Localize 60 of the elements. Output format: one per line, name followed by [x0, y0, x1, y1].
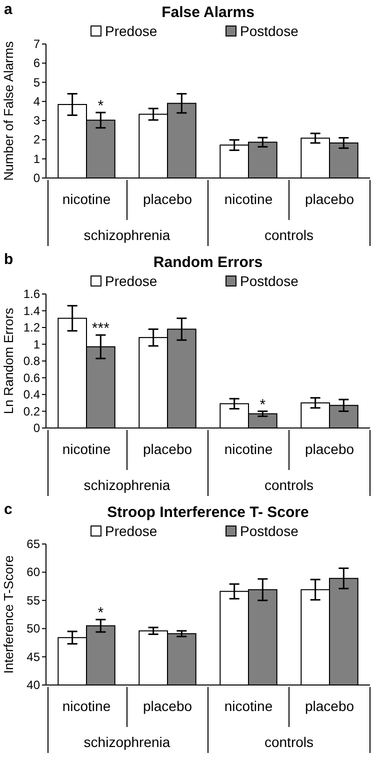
- data-label: *: [98, 98, 104, 115]
- y-tick-label: 1.6: [23, 287, 40, 301]
- y-tick-label: 60: [26, 565, 40, 580]
- chart-title: Stroop Interference T- Score: [107, 504, 309, 521]
- y-tick-label: 0.2: [23, 404, 40, 418]
- y-tick-label: 45: [26, 650, 40, 664]
- y-tick-label: 0: [33, 421, 40, 435]
- legend-label: Predose: [105, 523, 158, 539]
- y-tick-label: 3: [33, 114, 40, 128]
- y-tick-label: 1.2: [23, 320, 40, 334]
- y-tick-label: 0: [33, 171, 40, 185]
- y-axis-title: Interference T-Score: [1, 555, 16, 674]
- text: schizophrenia: [84, 477, 170, 493]
- text: schizophrenia: [84, 734, 170, 750]
- y-tick-label: 50: [26, 622, 40, 636]
- data-label: ***: [92, 320, 110, 338]
- x-tick-label: nicotine: [224, 441, 273, 457]
- y-tick-label: 0.8: [23, 354, 40, 368]
- text: a: [4, 1, 13, 18]
- chart-title: False Alarms: [162, 4, 254, 21]
- x-tick-label: nicotine: [224, 698, 273, 714]
- x-tick-label: nicotine: [62, 441, 111, 457]
- x-tick-label: nicotine: [224, 191, 273, 207]
- y-tick-label: 2: [33, 132, 40, 147]
- legend-label: Postdose: [240, 523, 299, 539]
- text: controls: [264, 477, 314, 493]
- y-tick-label: 0.4: [23, 388, 40, 402]
- legend-label: Postdose: [240, 273, 299, 289]
- text: controls: [264, 734, 314, 750]
- data-label: *: [260, 396, 266, 414]
- x-tick-label: placebo: [304, 441, 354, 457]
- y-tick-label: 65: [26, 537, 40, 551]
- legend-label: Predose: [105, 273, 158, 289]
- text: controls: [264, 227, 314, 243]
- y-tick-label: 5: [33, 75, 40, 90]
- text: c: [4, 501, 12, 518]
- x-tick-label: placebo: [142, 441, 192, 457]
- y-tick-label: 6: [33, 56, 40, 70]
- x-tick-label: placebo: [304, 698, 354, 714]
- y-axis-title: Number of False Alarms: [1, 40, 16, 181]
- y-tick-label: 4: [33, 94, 40, 108]
- x-tick-label: nicotine: [62, 698, 111, 714]
- text: b: [4, 251, 14, 268]
- x-tick-label: nicotine: [62, 191, 111, 207]
- y-axis-title: Ln Random Errors: [1, 307, 16, 414]
- y-tick-label: 7: [33, 37, 40, 51]
- x-tick-label: placebo: [142, 191, 192, 207]
- y-tick-label: 40: [26, 678, 40, 692]
- x-tick-label: placebo: [304, 191, 354, 207]
- text: schizophrenia: [84, 227, 170, 243]
- y-tick-label: 1.4: [23, 304, 40, 318]
- legend-label: Predose: [105, 23, 158, 39]
- y-tick-label: 1: [33, 337, 40, 352]
- y-tick-label: 0.6: [23, 370, 40, 385]
- legend-label: Postdose: [240, 23, 299, 39]
- y-tick-label: 1: [33, 152, 40, 166]
- y-tick-label: 55: [26, 593, 40, 608]
- chart-title: Random Errors: [153, 254, 263, 271]
- data-label: *: [98, 604, 104, 622]
- x-tick-label: placebo: [142, 698, 192, 714]
